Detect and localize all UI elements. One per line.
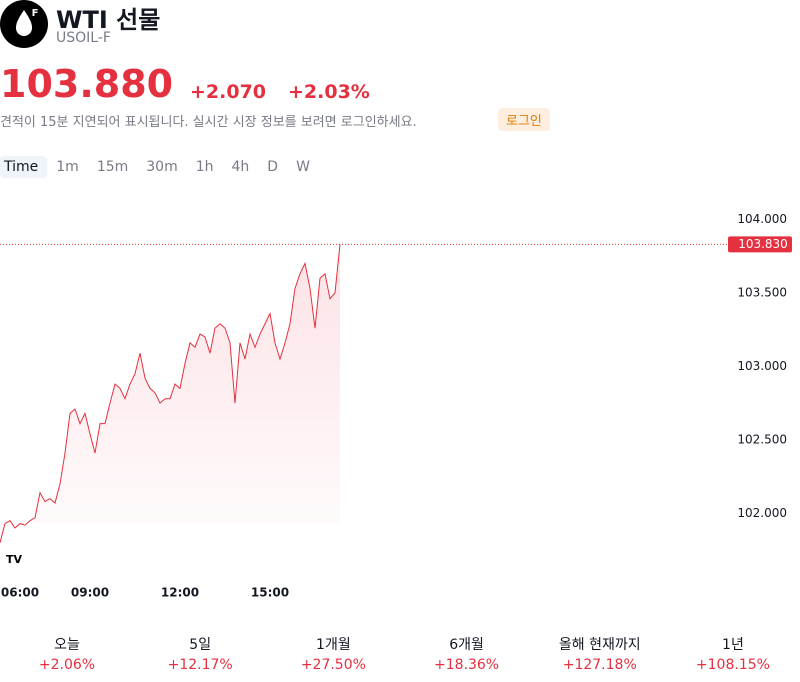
y-tick-label: 102.500	[737, 432, 787, 446]
x-tick-label: 15:00	[251, 586, 289, 600]
perf-value: +27.50%	[300, 657, 366, 673]
perf-label: 6개월	[449, 637, 484, 653]
tab[interactable]: 1m	[56, 159, 79, 175]
performance: 오늘 +2.06% 5일 +12.17% 1개월 +27.50% 6개월 +18.36% 올해 …	[0, 634, 800, 673]
price: 103.880	[0, 62, 174, 106]
perf-label: 올해 현재까지	[558, 637, 641, 653]
perf-label: 1년	[722, 637, 744, 653]
perf-item: 1년 +108.15%	[678, 634, 788, 673]
perf-item: 1개월 +27.50%	[278, 634, 388, 673]
perf-value: +108.15%	[695, 657, 770, 673]
perf-value: +2.06%	[38, 657, 96, 673]
line	[0, 244, 341, 543]
perf-item: 오늘 +2.06%	[12, 634, 122, 673]
logo: TV	[6, 553, 23, 566]
svg-text:F: F	[32, 8, 39, 19]
x-tick-label: 12:00	[161, 586, 199, 600]
perf-item: 6개월 +18.36%	[412, 634, 522, 673]
perf-value: +12.17%	[167, 657, 233, 673]
chart: TV 102.000 102.500 103.000 103.500 104.000 06…	[0, 212, 792, 600]
y-tick-label: 102.000	[737, 506, 787, 520]
symbol: USOIL-F	[56, 30, 111, 46]
perf-item: 올해 현재까지 +127.18%	[545, 634, 655, 673]
icon: F	[0, 0, 48, 48]
area	[0, 244, 340, 543]
notice: 견적이 15분 지연되어 표시됩니다. 실시간 시장 정보를 보려면 로그인하세…	[0, 115, 417, 130]
perf-value: +127.18%	[562, 657, 637, 673]
change: +2.070	[190, 81, 267, 103]
tabs: Time 1m 15m 30m 1h 4h D W	[0, 156, 319, 178]
tab[interactable]: W	[296, 159, 310, 175]
change-pct: +2.03%	[288, 81, 370, 103]
perf-item: 5일 +12.17%	[145, 634, 255, 673]
perf-label: 오늘	[54, 637, 80, 653]
perf-label: 5일	[189, 637, 212, 653]
tab[interactable]: 30m	[146, 159, 178, 175]
tab[interactable]: 1h	[195, 159, 214, 175]
login-button[interactable]: 로그인	[498, 108, 550, 131]
title: WTI 선물	[56, 6, 161, 34]
tab[interactable]: 15m	[96, 159, 129, 175]
logo	[2, 551, 26, 569]
x-tick-label: 09:00	[71, 586, 109, 600]
price-label: 103.830	[738, 237, 788, 251]
tab[interactable]: 4h	[231, 159, 250, 175]
x-tick-label: 06:00	[1, 586, 39, 600]
y-tick-label: 103.000	[737, 359, 787, 373]
price-label-bg	[728, 236, 792, 253]
y-tick-label: 103.500	[737, 285, 787, 299]
y-tick-label: 104.000	[737, 212, 787, 226]
perf-value: +18.36%	[434, 657, 500, 673]
perf-label: 1개월	[316, 637, 351, 653]
tab[interactable]: Time	[0, 156, 48, 178]
tab[interactable]: D	[267, 159, 279, 175]
